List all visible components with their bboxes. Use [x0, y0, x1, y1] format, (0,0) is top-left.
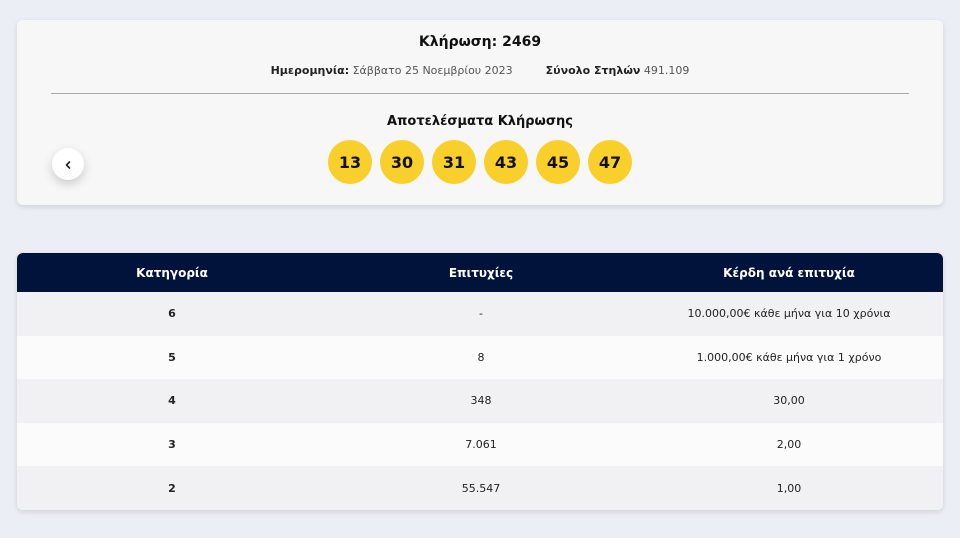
- category-cell: 3: [168, 438, 176, 452]
- prize-cell: 30,00: [773, 394, 805, 408]
- columns-label: Σύνολο Στηλών: [545, 64, 641, 77]
- column-header-winners: Επιτυχίες: [448, 265, 514, 280]
- number-ball: 47: [588, 140, 632, 184]
- category-cell: 5: [168, 350, 176, 364]
- category-cell: 4: [168, 394, 176, 408]
- prize-cell: 10.000,00€ κάθε μήνα για 10 χρόνια: [687, 307, 891, 321]
- table-row: 5 8 1.000,00€ κάθε μήνα για 1 χρόνο: [17, 335, 943, 380]
- table-row: 4 348 30,00: [17, 379, 943, 423]
- number-ball: 30: [380, 140, 424, 184]
- draw-card: Κλήρωση: 2469 Ημερομηνία: Σάββατο 25 Νοε…: [17, 20, 943, 205]
- winning-numbers: 13 30 31 43 45 47: [17, 140, 943, 184]
- previous-draw-button[interactable]: [52, 148, 84, 180]
- winners-cell: -: [479, 307, 483, 321]
- number-ball: 13: [328, 140, 372, 184]
- winners-cell: 348: [470, 394, 492, 408]
- prize-cell: 1.000,00€ κάθε μήνα για 1 χρόνο: [696, 350, 882, 364]
- column-header-category: Κατηγορία: [136, 265, 208, 280]
- category-cell: 2: [168, 481, 176, 495]
- winners-cell: 8: [477, 350, 485, 364]
- number-ball: 45: [536, 140, 580, 184]
- draw-title: Κλήρωση: 2469: [418, 34, 542, 50]
- table-body: 6 - 10.000,00€ κάθε μήνα για 10 χρόνια 5…: [17, 292, 943, 510]
- table-row: 6 - 10.000,00€ κάθε μήνα για 10 χρόνια: [17, 292, 943, 336]
- number-ball: 43: [484, 140, 528, 184]
- table-header: Κατηγορία Επιτυχίες Κέρδη ανά επιτυχία: [17, 253, 943, 292]
- column-header-prize: Κέρδη ανά επιτυχία: [723, 265, 855, 280]
- columns-value: 491.109: [643, 64, 690, 77]
- number-ball: 31: [432, 140, 476, 184]
- table-row: 3 7.061 2,00: [17, 422, 943, 467]
- date-value: Σάββατο 25 Νοεμβρίου 2023: [352, 64, 513, 77]
- date-label: Ημερομηνία:: [270, 64, 350, 77]
- winners-cell: 7.061: [465, 438, 497, 452]
- results-title: Αποτελέσματα Κλήρωσης: [387, 114, 573, 129]
- prize-cell: 1,00: [776, 481, 802, 495]
- results-table: Κατηγορία Επιτυχίες Κέρδη ανά επιτυχία 6…: [17, 253, 943, 510]
- draw-meta: Ημερομηνία: Σάββατο 25 Νοεμβρίου 2023 Σύ…: [17, 64, 943, 77]
- prize-cell: 2,00: [776, 438, 802, 452]
- category-cell: 6: [168, 307, 176, 321]
- divider: [51, 93, 909, 94]
- table-row: 2 55.547 1,00: [17, 466, 943, 510]
- chevron-left-icon: [63, 155, 73, 174]
- winners-cell: 55.547: [461, 481, 501, 495]
